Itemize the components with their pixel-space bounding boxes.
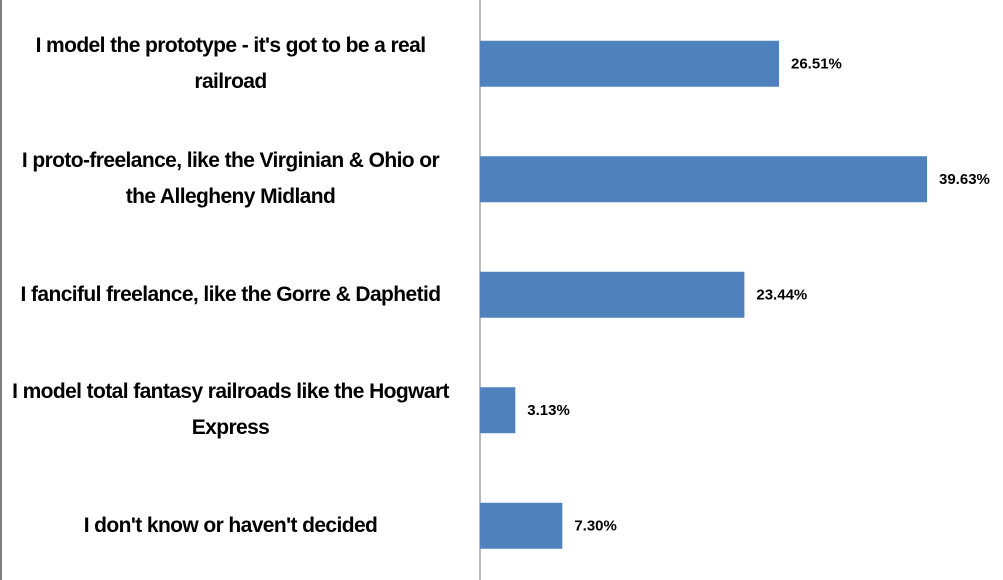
category-label: I proto-freelance, like the Virginian & … xyxy=(21,149,440,209)
value-label: 3.13% xyxy=(527,402,570,419)
value-label: 23.44% xyxy=(756,287,807,304)
value-label: 7.30% xyxy=(574,518,617,535)
category-label: I don't know or haven't decided xyxy=(83,513,378,537)
category-label: I fanciful freelance, like the Gorre & D… xyxy=(20,282,442,306)
bar xyxy=(480,156,927,203)
category-label: I model the prototype - it's got to be a… xyxy=(35,33,426,93)
category-label: I model total fantasy railroads like the… xyxy=(12,380,449,440)
value-label: 26.51% xyxy=(791,56,842,73)
value-label: 39.63% xyxy=(939,171,990,188)
bar xyxy=(480,387,516,434)
bar xyxy=(480,40,780,87)
bar xyxy=(480,271,745,318)
bar xyxy=(480,502,563,549)
